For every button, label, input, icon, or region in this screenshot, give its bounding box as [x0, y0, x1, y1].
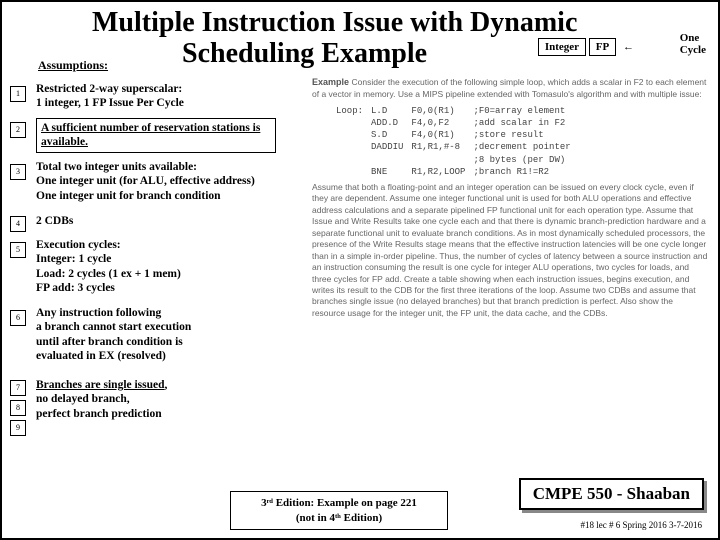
code-listing: Loop:L.DF0,0(R1);F0=array element ADD.DF… [336, 105, 579, 178]
item-789: Branches are single issued, no delayed b… [36, 378, 306, 421]
example-block: Example Consider the execution of the fo… [312, 76, 708, 319]
item-3: Total two integer units available: One i… [36, 160, 326, 203]
edition-note: 3ʳᵈ Edition: Example on page 221 (not in… [230, 491, 448, 530]
bullet-8: 8 [10, 400, 26, 416]
int-fp-row: Integer FP ← [538, 38, 638, 56]
bullet-5: 5 [10, 242, 26, 258]
example-label: Example [312, 77, 349, 87]
example-paragraph: Assume that both a floating-point and an… [312, 182, 708, 320]
fp-box: FP [589, 38, 616, 56]
item-6: Any instruction following a branch canno… [36, 306, 306, 364]
item-1: Restricted 2-way superscalar: 1 integer,… [36, 82, 306, 111]
bullet-6: 6 [10, 310, 26, 326]
title-line1: Multiple Instruction Issue with Dynamic [92, 7, 577, 38]
bullet-1: 1 [10, 86, 26, 102]
bullet-4: 4 [10, 216, 26, 232]
bullet-3: 3 [10, 164, 26, 180]
slide-footer: #18 lec # 6 Spring 2016 3-7-2016 [581, 520, 703, 530]
example-intro: Consider the execution of the following … [312, 77, 706, 99]
one-cycle-label: One Cycle [680, 32, 706, 56]
course-badge: CMPE 550 - Shaaban [519, 478, 704, 510]
item-5: Execution cycles: Integer: 1 cycle Load:… [36, 238, 306, 296]
assumptions-label: Assumptions: [38, 58, 108, 73]
title-line2: Scheduling Example [182, 39, 588, 70]
item-4: 2 CDBs [36, 214, 306, 228]
bullet-7: 7 [10, 380, 26, 396]
item-2: A sufficient number of reservation stati… [36, 118, 276, 153]
slide-title: Multiple Instruction Issue with Dynamic … [92, 8, 588, 70]
arrow-left-icon: ← [623, 41, 634, 53]
slide: Multiple Instruction Issue with Dynamic … [0, 0, 720, 540]
integer-box: Integer [538, 38, 586, 56]
bullet-2: 2 [10, 122, 26, 138]
bullet-9: 9 [10, 420, 26, 436]
